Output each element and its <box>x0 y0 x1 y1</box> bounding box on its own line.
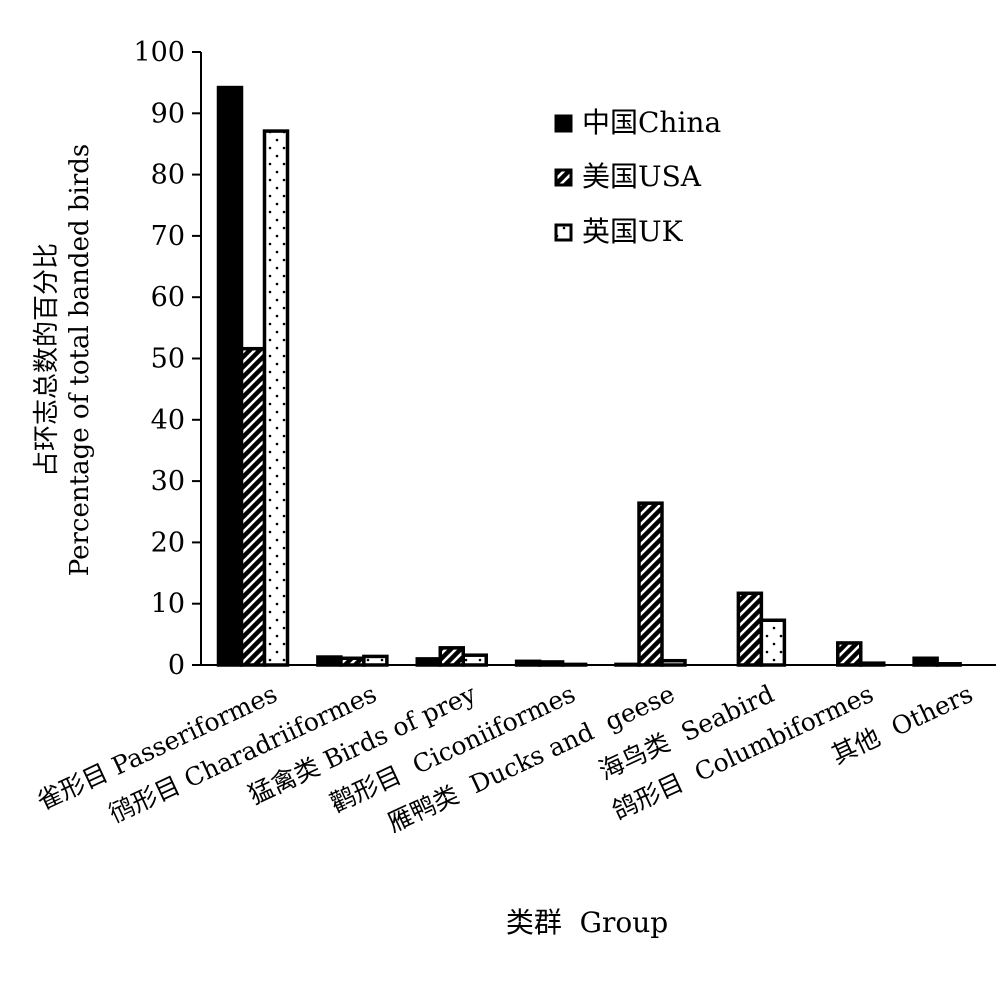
y-tick-label: 100 <box>133 37 185 68</box>
bar-usa <box>836 641 863 667</box>
bar-usa <box>736 591 764 667</box>
y-tick-label: 80 <box>151 160 185 191</box>
y-tick-label: 0 <box>168 650 185 681</box>
bar-china <box>415 657 442 667</box>
bar-usa <box>935 662 962 667</box>
legend-swatch <box>554 223 573 242</box>
bar-china <box>216 85 244 667</box>
bar-uk <box>660 658 687 667</box>
bar-uk <box>859 661 886 667</box>
y-tick-label: 40 <box>151 405 185 436</box>
bar-china <box>614 662 641 667</box>
bar-usa <box>537 660 565 667</box>
bars <box>216 85 962 667</box>
bar-uk <box>262 129 290 667</box>
bar-china <box>912 656 939 667</box>
bar-usa <box>239 346 267 667</box>
bar-uk <box>362 654 389 667</box>
bar-china <box>514 659 542 667</box>
bar-uk <box>560 662 588 667</box>
bar-china <box>316 655 343 667</box>
y-axis-ticks: 0 10 20 30 40 50 60 70 80 90 100 <box>133 37 201 681</box>
y-tick-label: 10 <box>151 589 185 620</box>
legend: 中国China 美国USA 英国UK <box>554 106 721 248</box>
bar-uk <box>759 618 787 667</box>
x-axis-label: 类群 Group <box>506 906 668 939</box>
bar-usa <box>339 656 366 667</box>
y-tick-label: 60 <box>151 282 185 313</box>
y-tick-label: 20 <box>151 527 185 558</box>
y-tick-label: 70 <box>151 221 185 252</box>
legend-swatch <box>554 114 573 133</box>
y-tick-label: 90 <box>151 98 185 129</box>
legend-label: 英国UK <box>582 215 684 248</box>
y-axis-title: 占环志总数的百分比 Percentage of total banded bir… <box>32 144 95 576</box>
y-tick-label: 30 <box>151 466 185 497</box>
legend-label: 美国USA <box>582 160 702 193</box>
legend-swatch <box>554 168 573 187</box>
y-axis-label-cn: 占环志总数的百分比 <box>32 243 62 477</box>
y-tick-label: 50 <box>151 344 185 375</box>
bar-usa <box>438 646 465 667</box>
bar-usa <box>637 501 664 667</box>
y-axis-label-en: Percentage of total banded birds <box>65 144 95 576</box>
bar-uk <box>461 653 488 667</box>
plot-area: 0 10 20 30 40 50 60 70 80 90 100 雀形目 Passeriformes… <box>32 37 996 838</box>
legend-label: 中国China <box>582 106 721 139</box>
